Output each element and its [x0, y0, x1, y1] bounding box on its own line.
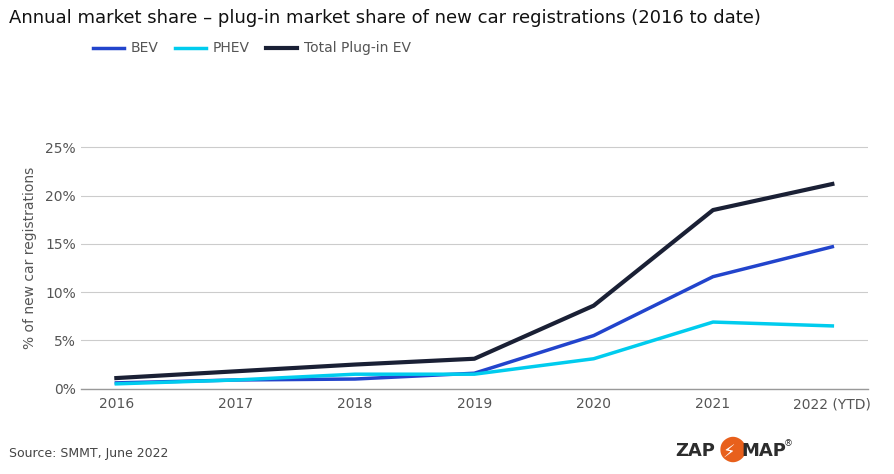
Text: Annual market share – plug-in market share of new car registrations (2016 to dat: Annual market share – plug-in market sha…	[9, 9, 760, 27]
Text: Source: SMMT, June 2022: Source: SMMT, June 2022	[9, 447, 168, 460]
Legend: BEV, PHEV, Total Plug-in EV: BEV, PHEV, Total Plug-in EV	[88, 36, 416, 61]
Y-axis label: % of new car registrations: % of new car registrations	[22, 167, 37, 349]
Text: ZAP: ZAP	[675, 442, 715, 460]
Text: ®: ®	[783, 439, 792, 448]
Text: ⬤: ⬤	[718, 437, 746, 462]
Text: MAP: MAP	[740, 442, 785, 460]
Text: ⚡: ⚡	[721, 444, 734, 462]
